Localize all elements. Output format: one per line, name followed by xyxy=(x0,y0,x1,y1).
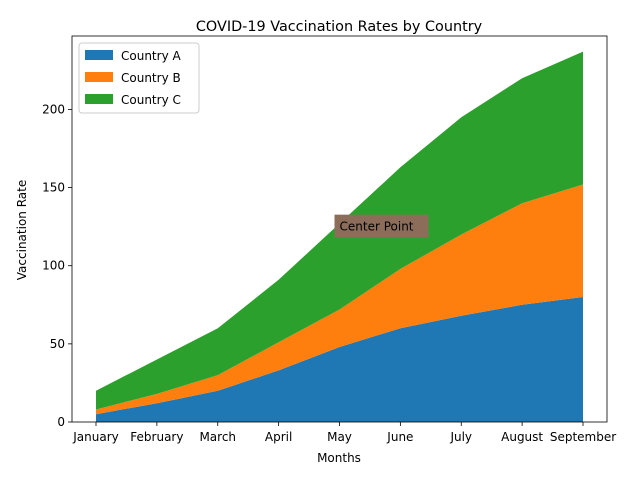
x-tick-label: April xyxy=(265,430,292,444)
x-axis-label: Months xyxy=(317,451,361,465)
legend: Country A Country B Country C xyxy=(78,42,200,114)
x-tick-label: February xyxy=(130,430,183,444)
legend-label: Country B xyxy=(121,71,181,85)
chart-title: COVID-19 Vaccination Rates by Country xyxy=(196,19,483,35)
x-tick-label: May xyxy=(327,430,352,444)
x-tick-label: August xyxy=(501,430,543,444)
x-tick-label: June xyxy=(386,430,413,444)
y-tick-label: 150 xyxy=(42,181,65,195)
annotation-box xyxy=(334,214,429,238)
y-axis-label: Vaccination Rate xyxy=(15,180,29,280)
x-tick-label: January xyxy=(72,430,119,444)
y-tick-label: 0 xyxy=(57,415,65,429)
y-tick-label: 100 xyxy=(42,259,65,273)
x-tick-label: September xyxy=(550,430,616,444)
legend-label: Country C xyxy=(121,93,181,107)
area-series-2 xyxy=(96,184,583,415)
legend-swatch xyxy=(85,72,113,82)
legend-label: Country A xyxy=(121,49,181,63)
axes: January February March April May June July Augu… xyxy=(42,35,616,444)
annotation-text: Center Point xyxy=(340,220,414,234)
x-tick-label: July xyxy=(449,430,472,444)
y-tick-label: 200 xyxy=(42,102,65,116)
y-tick-label: 50 xyxy=(50,337,65,351)
area-series-1 xyxy=(96,297,583,422)
legend-swatch xyxy=(85,50,113,60)
x-tick-label: March xyxy=(199,430,236,444)
annotation: Center Point xyxy=(334,214,429,238)
legend-swatch xyxy=(85,94,113,104)
